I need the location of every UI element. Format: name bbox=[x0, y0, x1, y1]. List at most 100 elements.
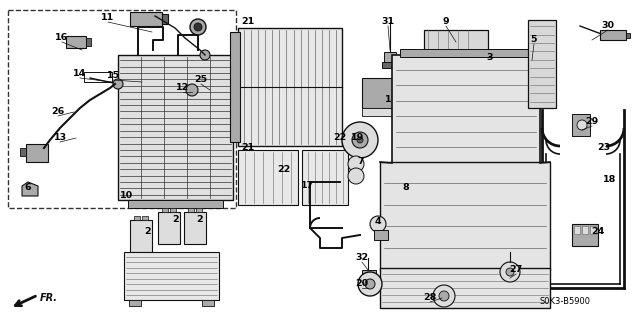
Bar bbox=[424, 30, 488, 66]
Bar bbox=[66, 36, 86, 48]
Circle shape bbox=[577, 120, 587, 130]
Bar bbox=[158, 212, 180, 244]
Bar bbox=[424, 66, 488, 70]
Text: 32: 32 bbox=[356, 253, 368, 262]
Bar bbox=[20, 148, 26, 156]
Text: S0K3-B5900: S0K3-B5900 bbox=[539, 298, 591, 307]
Bar bbox=[380, 268, 550, 308]
Text: 15: 15 bbox=[106, 71, 120, 81]
Bar bbox=[26, 144, 48, 162]
Bar bbox=[574, 226, 580, 234]
Bar bbox=[382, 62, 398, 68]
Bar bbox=[86, 38, 91, 46]
Text: 23: 23 bbox=[598, 143, 611, 153]
Bar bbox=[384, 52, 396, 62]
Text: 18: 18 bbox=[603, 175, 617, 185]
Bar bbox=[380, 162, 550, 270]
Bar bbox=[130, 12, 162, 26]
Bar bbox=[118, 55, 233, 200]
Bar bbox=[362, 78, 406, 108]
Bar bbox=[170, 208, 176, 212]
Text: 6: 6 bbox=[25, 183, 31, 193]
Bar bbox=[362, 270, 376, 278]
Bar bbox=[572, 224, 598, 246]
Bar bbox=[238, 28, 342, 146]
Bar bbox=[582, 226, 588, 234]
Text: 3: 3 bbox=[487, 53, 493, 62]
Bar bbox=[590, 226, 596, 234]
Circle shape bbox=[186, 84, 198, 96]
Text: 9: 9 bbox=[442, 18, 449, 27]
Bar bbox=[400, 49, 532, 57]
Text: 4: 4 bbox=[375, 218, 381, 227]
Bar bbox=[124, 252, 219, 300]
Circle shape bbox=[506, 268, 514, 276]
Bar bbox=[188, 208, 194, 212]
Circle shape bbox=[190, 19, 206, 35]
Circle shape bbox=[348, 156, 364, 172]
Text: 13: 13 bbox=[53, 133, 66, 142]
Text: 26: 26 bbox=[51, 108, 65, 116]
Bar bbox=[196, 208, 202, 212]
Text: 2: 2 bbox=[173, 215, 179, 225]
Bar bbox=[528, 20, 556, 108]
Circle shape bbox=[370, 216, 386, 232]
Bar bbox=[572, 114, 590, 136]
Bar bbox=[302, 150, 348, 205]
Text: 21: 21 bbox=[241, 143, 254, 153]
Circle shape bbox=[348, 168, 364, 184]
Text: 7: 7 bbox=[358, 157, 365, 166]
Text: 21: 21 bbox=[241, 18, 254, 27]
Circle shape bbox=[352, 132, 368, 148]
Text: 2: 2 bbox=[145, 228, 151, 236]
Circle shape bbox=[500, 262, 520, 282]
Bar bbox=[184, 212, 206, 244]
Text: 5: 5 bbox=[530, 36, 537, 44]
Bar bbox=[129, 300, 141, 306]
Text: 30: 30 bbox=[601, 21, 615, 30]
Bar bbox=[600, 30, 626, 40]
Bar bbox=[238, 150, 298, 205]
Circle shape bbox=[194, 23, 202, 31]
Text: 24: 24 bbox=[591, 228, 605, 236]
Text: 2: 2 bbox=[197, 215, 203, 225]
Text: 28: 28 bbox=[423, 293, 437, 302]
Text: 16: 16 bbox=[55, 34, 68, 43]
Bar bbox=[202, 300, 214, 306]
Circle shape bbox=[342, 122, 378, 158]
Text: 22: 22 bbox=[277, 165, 291, 174]
Circle shape bbox=[439, 291, 449, 301]
Text: 1: 1 bbox=[385, 95, 391, 105]
Circle shape bbox=[113, 79, 123, 89]
Circle shape bbox=[200, 50, 210, 60]
Circle shape bbox=[365, 279, 375, 289]
Bar bbox=[230, 32, 240, 142]
Bar bbox=[360, 278, 378, 283]
Text: 25: 25 bbox=[194, 76, 208, 84]
Text: 8: 8 bbox=[403, 183, 410, 193]
Bar bbox=[134, 216, 140, 220]
Bar bbox=[142, 216, 148, 220]
Bar bbox=[8, 10, 236, 208]
Bar bbox=[128, 200, 223, 208]
Bar bbox=[84, 72, 112, 82]
Text: 17: 17 bbox=[301, 180, 315, 189]
Text: 22: 22 bbox=[334, 133, 347, 142]
Circle shape bbox=[358, 272, 382, 296]
Bar bbox=[374, 230, 388, 240]
Bar bbox=[626, 33, 630, 38]
Text: 10: 10 bbox=[120, 191, 132, 201]
Bar bbox=[362, 108, 406, 116]
Text: 29: 29 bbox=[586, 117, 599, 126]
Text: FR.: FR. bbox=[40, 293, 58, 303]
Text: 27: 27 bbox=[510, 266, 523, 275]
Bar bbox=[162, 14, 168, 24]
Text: 31: 31 bbox=[382, 18, 394, 27]
Circle shape bbox=[357, 137, 363, 143]
Bar bbox=[162, 208, 168, 212]
Circle shape bbox=[433, 285, 455, 307]
Text: 20: 20 bbox=[356, 279, 368, 289]
Text: 14: 14 bbox=[73, 69, 87, 78]
Polygon shape bbox=[22, 182, 38, 196]
Text: 19: 19 bbox=[351, 133, 365, 142]
